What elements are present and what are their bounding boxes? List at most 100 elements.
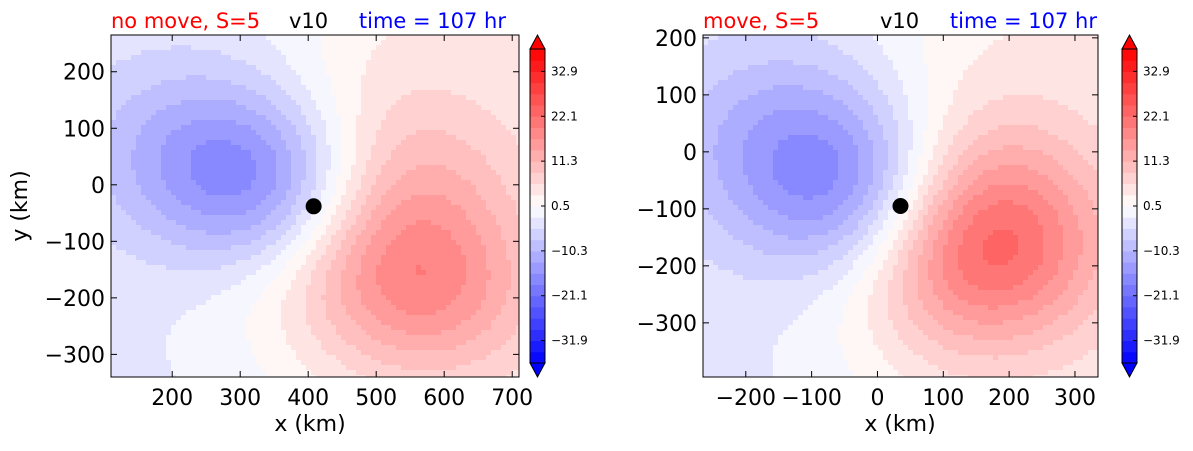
contour-cell	[401, 175, 407, 181]
contour-cell	[326, 35, 332, 41]
contour-cell	[171, 315, 177, 321]
contour-cell	[181, 60, 187, 66]
contour-cell	[181, 35, 187, 41]
contour-cell	[236, 355, 242, 361]
contour-cell	[321, 330, 327, 336]
contour-cell	[146, 70, 152, 76]
contour-cell	[401, 295, 407, 301]
contour-cell	[246, 125, 252, 131]
contour-cell	[436, 145, 442, 151]
contour-cell	[386, 125, 392, 131]
contour-cell	[126, 310, 132, 316]
contour-cell	[281, 75, 287, 81]
contour-cell	[221, 110, 227, 116]
contour-cell	[171, 225, 177, 231]
contour-cell	[441, 110, 447, 116]
contour-cell	[221, 230, 227, 236]
contour-cell	[246, 225, 252, 231]
contour-cell	[356, 320, 362, 326]
contour-cell	[361, 175, 367, 181]
contour-cell	[461, 300, 467, 306]
contour-cell	[396, 180, 402, 186]
contour-cell	[301, 250, 307, 256]
contour-cell	[126, 335, 132, 341]
contour-cell	[446, 55, 452, 61]
contour-cell	[211, 360, 217, 366]
contour-cell	[286, 180, 292, 186]
contour-cell	[431, 285, 437, 291]
contour-cell	[171, 95, 177, 101]
contour-cell	[366, 290, 372, 296]
contour-cell	[301, 355, 307, 361]
contour-cell	[341, 205, 347, 211]
contour-cell	[156, 105, 162, 111]
contour-cell	[226, 90, 232, 96]
contour-cell	[221, 50, 227, 56]
contour-cell	[241, 205, 247, 211]
contour-cell	[241, 35, 247, 41]
contour-cell	[231, 370, 237, 376]
contour-cell	[366, 335, 372, 341]
contour-cell	[396, 215, 402, 221]
contour-cell	[196, 325, 202, 331]
contour-cell	[436, 200, 442, 206]
contour-cell	[316, 180, 322, 186]
contour-cell	[246, 260, 252, 266]
contour-cell	[421, 285, 427, 291]
contour-cell	[456, 295, 462, 301]
contour-cell	[406, 360, 412, 366]
contour-cell	[416, 70, 422, 76]
contour-cell	[406, 170, 412, 176]
contour-cell	[421, 80, 427, 86]
contour-cell	[166, 295, 172, 301]
contour-cell	[396, 280, 402, 286]
contour-cell	[211, 50, 217, 56]
contour-cell	[171, 115, 177, 121]
contour-cell	[436, 375, 442, 377]
contour-cell	[136, 225, 142, 231]
contour-cell	[381, 50, 387, 56]
contour-cell	[261, 225, 267, 231]
contour-cell	[131, 315, 137, 321]
contour-cell	[226, 300, 232, 306]
contour-cell	[431, 290, 437, 296]
contour-cell	[461, 150, 467, 156]
contour-cell	[396, 110, 402, 116]
contour-cell	[406, 335, 412, 341]
contour-cell	[166, 95, 172, 101]
contour-cell	[371, 85, 377, 91]
contour-cell	[306, 355, 312, 361]
contour-cell	[281, 265, 287, 271]
contour-cell	[431, 310, 437, 316]
contour-cell	[201, 255, 207, 261]
contour-cell	[121, 275, 127, 281]
contour-cell	[141, 350, 147, 356]
contour-cell	[286, 300, 292, 306]
contour-cell	[226, 170, 232, 176]
contour-cell	[406, 345, 412, 351]
contour-cell	[261, 310, 267, 316]
contour-cell	[411, 50, 417, 56]
contour-cell	[181, 185, 187, 191]
contour-cell	[341, 155, 347, 161]
contour-cell	[461, 340, 467, 346]
contour-cell	[176, 360, 182, 366]
contour-cell	[191, 90, 197, 96]
contour-cell	[156, 160, 162, 166]
contour-cell	[266, 250, 272, 256]
contour-cell	[286, 315, 292, 321]
contour-cell	[216, 290, 222, 296]
contour-cell	[276, 165, 282, 171]
contour-cell	[186, 65, 192, 71]
contour-cell	[251, 40, 257, 46]
contour-cell	[171, 325, 177, 331]
contour-cell	[131, 325, 137, 331]
contour-cell	[346, 350, 352, 356]
contour-cell	[351, 115, 357, 121]
contour-cell	[341, 110, 347, 116]
contour-cell	[151, 160, 157, 166]
contour-cell	[241, 45, 247, 51]
contour-cell	[396, 360, 402, 366]
contour-cell	[321, 200, 327, 206]
contour-cell	[201, 280, 207, 286]
